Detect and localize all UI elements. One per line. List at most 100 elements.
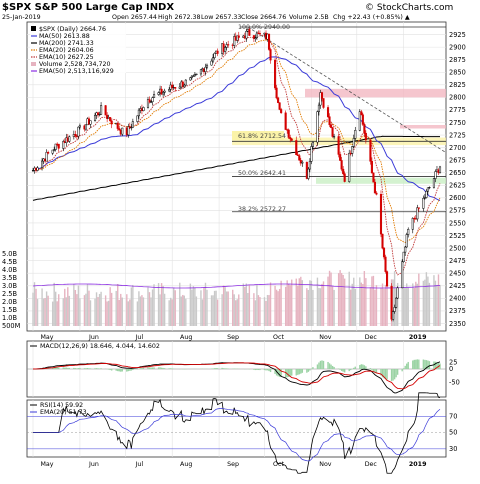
volume-bar xyxy=(35,289,36,326)
macd-histogram-bar xyxy=(342,369,343,372)
candle-body xyxy=(392,312,394,320)
candle-body xyxy=(285,113,287,130)
volume-bar xyxy=(355,289,356,326)
candle-body xyxy=(380,194,382,234)
macd-histogram-bar xyxy=(424,360,425,369)
candle-body xyxy=(100,106,102,115)
candle-body xyxy=(435,171,437,178)
volume-bar xyxy=(426,272,427,326)
month-label-May: May xyxy=(40,334,53,341)
volume-bar xyxy=(339,270,340,326)
month-label-bottom-Sep: Sep xyxy=(227,461,239,468)
candle-body xyxy=(371,161,373,173)
candle-body xyxy=(206,65,208,67)
volume-bar xyxy=(415,282,416,326)
candle-body xyxy=(298,156,300,161)
legend-volume-ema: EMA(50) 2,513,116,929 xyxy=(39,68,114,75)
volume-bar xyxy=(96,292,97,326)
volume-bar xyxy=(161,283,162,326)
macd-histogram-bar xyxy=(217,368,218,369)
candle-body xyxy=(401,262,403,288)
volume-bar xyxy=(323,281,324,326)
volume-bar xyxy=(349,272,350,326)
volume-bar xyxy=(352,284,353,326)
month-label-Sep: Sep xyxy=(227,334,239,341)
volume-bar xyxy=(203,288,204,326)
macd-histogram-bar xyxy=(79,368,80,369)
candle-body xyxy=(85,125,87,129)
candle-body xyxy=(184,85,186,87)
fib-382-label: 38.2% 2572.27 xyxy=(238,206,286,213)
volume-bar xyxy=(128,301,129,326)
candle-body xyxy=(417,208,419,219)
candle-body xyxy=(374,182,376,193)
macd-histogram-bar xyxy=(323,361,324,369)
candle-body xyxy=(397,288,399,298)
price-tick-2875: 2875 xyxy=(449,56,466,64)
volume-bar xyxy=(309,280,310,326)
candle-body xyxy=(308,169,310,178)
macd-histogram-bar xyxy=(108,369,109,370)
volume-bar xyxy=(143,297,144,326)
candle-body xyxy=(117,123,119,128)
candle-body xyxy=(423,198,425,208)
candle-body xyxy=(168,89,170,91)
volume-bar xyxy=(63,298,64,326)
volume-bar xyxy=(433,275,434,326)
volume-bar xyxy=(182,295,183,326)
volume-bar xyxy=(365,278,366,326)
candle-body xyxy=(373,173,375,182)
volume-bar xyxy=(94,299,95,326)
volume-bar xyxy=(66,297,67,326)
macd-histogram-bar xyxy=(109,369,110,370)
macd-histogram-bar xyxy=(370,368,371,369)
volume-bar xyxy=(258,295,259,326)
volume-tick-9: 5.0B xyxy=(2,250,17,258)
macd-histogram-bar xyxy=(85,368,86,369)
macd-histogram-bar xyxy=(361,364,362,369)
candle-body xyxy=(321,93,323,99)
macd-histogram-bar xyxy=(406,364,407,369)
month-label-bottom-Dec: Dec xyxy=(365,461,378,468)
candle-body xyxy=(348,153,350,181)
macd-histogram-bar xyxy=(364,365,365,369)
volume-bar xyxy=(164,294,165,326)
header-symbol: $SPX S&P 500 Large Cap INDX xyxy=(2,2,174,13)
macd-histogram-bar xyxy=(168,368,169,369)
volume-bar xyxy=(214,291,215,326)
volume-bar xyxy=(57,301,58,326)
volume-bar xyxy=(374,290,375,326)
macd-histogram-bar xyxy=(221,368,222,369)
volume-bar xyxy=(126,294,127,326)
volume-bar xyxy=(371,276,372,326)
volume-bar xyxy=(158,283,159,326)
candle-body xyxy=(354,130,356,138)
volume-bar xyxy=(106,301,107,326)
volume-bar xyxy=(376,285,377,326)
volume-tick-1: 1.0B xyxy=(2,314,17,322)
macd-histogram-bar xyxy=(69,368,70,369)
macd-histogram-bar xyxy=(365,366,366,369)
macd-histogram-bar xyxy=(403,368,404,369)
macd-histogram-bar xyxy=(147,367,148,369)
volume-bar xyxy=(100,292,101,326)
macd-histogram-bar xyxy=(100,368,101,369)
candle-body xyxy=(302,162,304,163)
macd-histogram-bar xyxy=(415,360,416,369)
price-tick-2650: 2650 xyxy=(449,169,466,177)
volume-bar xyxy=(344,279,345,326)
volume-bar xyxy=(129,299,130,326)
zone-0 xyxy=(305,89,446,98)
volume-bar xyxy=(353,278,354,326)
macd-histogram-bar xyxy=(164,368,165,369)
price-tick-2425: 2425 xyxy=(449,282,466,290)
macd-histogram-bar xyxy=(332,366,333,369)
volume-bar xyxy=(256,284,257,326)
legend-ema20: EMA(20) 2604.06 xyxy=(39,47,94,54)
macd-histogram-bar xyxy=(259,369,260,370)
volume-bar xyxy=(306,288,307,326)
macd-histogram-bar xyxy=(141,368,142,369)
candle-body xyxy=(217,51,219,53)
volume-bar xyxy=(226,291,227,326)
macd-histogram-bar xyxy=(320,361,321,369)
